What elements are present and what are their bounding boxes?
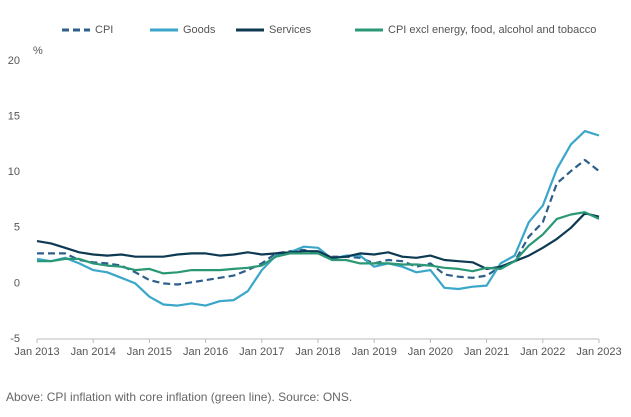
x-tick-label: Jan 2016 — [183, 346, 228, 358]
y-tick-label: 20 — [8, 55, 20, 67]
series-line — [36, 212, 600, 270]
x-tick-label: Jan 2019 — [352, 346, 397, 358]
x-tick-label: Jan 2017 — [239, 346, 284, 358]
series-line — [36, 130, 600, 307]
x-tick-label: Jan 2020 — [408, 346, 453, 358]
y-tick-label: -5 — [10, 333, 20, 345]
x-tick-label: Jan 2015 — [127, 346, 172, 358]
legend-label: CPI — [95, 24, 113, 36]
legend-label: CPI excl energy, food, alcohol and tobac… — [388, 24, 596, 36]
x-tick-label: Jan 2014 — [71, 346, 116, 358]
x-tick-label: Jan 2018 — [295, 346, 340, 358]
y-tick-label: 0 — [14, 277, 20, 289]
y-axis-label: % — [33, 45, 43, 57]
series-line — [37, 211, 600, 275]
x-tick-label: Jan 2023 — [576, 346, 621, 358]
x-tick-label: Jan 2013 — [14, 346, 59, 358]
legend-label: Goods — [183, 24, 216, 36]
y-tick-label: 5 — [14, 222, 20, 234]
caption: Above: CPI inflation with core inflation… — [6, 390, 352, 404]
x-tick-label: Jan 2021 — [464, 346, 509, 358]
y-tick-label: 10 — [8, 166, 20, 178]
y-tick-label: 15 — [8, 111, 20, 123]
legend-label: Services — [269, 24, 312, 36]
x-tick-label: Jan 2022 — [520, 346, 565, 358]
